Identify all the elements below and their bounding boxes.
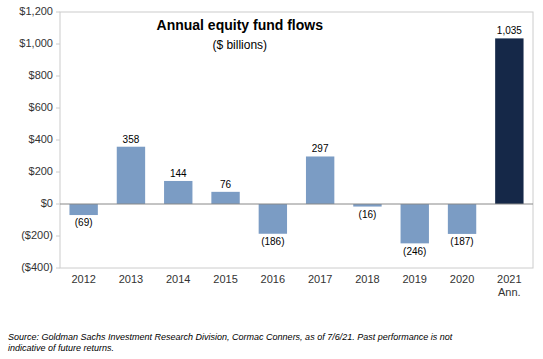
y-tick-label: $200 <box>29 165 53 177</box>
x-tick-label: 2013 <box>119 273 143 285</box>
background <box>0 0 543 359</box>
bar <box>69 204 97 215</box>
x-tick-label: 2012 <box>71 273 95 285</box>
x-tick-label: 2019 <box>403 273 427 285</box>
y-tick-label: $1,200 <box>19 5 53 17</box>
y-tick <box>56 236 60 237</box>
bar <box>306 156 334 204</box>
chart: ($400) ($200) $0 $200 $400 $600 $800 $1,000 $1,2… <box>0 0 543 359</box>
x-tick-label: 2015 <box>213 273 237 285</box>
y-tick <box>56 12 60 13</box>
x-tick-label: 2020 <box>450 273 474 285</box>
x-tick-label: 2021Ann. <box>497 273 521 298</box>
data-label: 1,035 <box>497 25 522 36</box>
data-label: 358 <box>123 134 140 145</box>
bar <box>495 38 523 204</box>
zero-line <box>60 204 533 205</box>
y-tick <box>56 172 60 173</box>
bar <box>164 181 192 204</box>
subtitle: ($ billions) <box>212 38 267 52</box>
bar <box>259 204 287 234</box>
y-tick-label: $1,000 <box>19 37 53 49</box>
data-label: (69) <box>75 217 93 228</box>
bar <box>401 204 429 243</box>
y-tick-label: ($400) <box>21 261 53 273</box>
data-label: 297 <box>312 143 329 154</box>
y-tick-label: $800 <box>29 69 53 81</box>
y-tick <box>56 204 60 205</box>
y-tick-label: ($200) <box>21 229 53 241</box>
bar <box>211 192 239 204</box>
data-label: 144 <box>170 168 187 179</box>
y-axis: ($400) ($200) $0 $200 $400 $600 $800 $1,000 $1,2… <box>19 5 60 273</box>
source-note: Source: Goldman Sachs Investment Researc… <box>8 332 453 353</box>
data-label: 76 <box>220 179 232 190</box>
y-tick-label: $400 <box>29 133 53 145</box>
y-tick <box>56 76 60 77</box>
data-label: (246) <box>403 246 426 257</box>
bars <box>69 38 523 243</box>
y-tick <box>56 268 60 269</box>
y-tick <box>56 108 60 109</box>
x-tick-label: 2018 <box>355 273 379 285</box>
y-tick-label: $600 <box>29 101 53 113</box>
data-label: (187) <box>450 236 473 247</box>
plot-frame <box>60 12 533 268</box>
bar <box>117 147 145 204</box>
data-labels: (69) 358 144 76 (186) 297 (16) (246) (187) 1,035 <box>75 25 523 256</box>
y-tick <box>56 140 60 141</box>
x-axis: 2012 2013 2014 2015 2016 2017 2018 2019 2020 2021… <box>71 273 521 298</box>
bar <box>448 204 476 234</box>
title: Annual equity fund flows <box>157 17 324 33</box>
x-tick-label: 2016 <box>261 273 285 285</box>
data-label: (16) <box>359 209 377 220</box>
data-label: (186) <box>261 236 284 247</box>
x-tick-label: 2014 <box>166 273 190 285</box>
y-tick-label: $0 <box>41 197 53 209</box>
x-tick-label: 2017 <box>308 273 332 285</box>
y-tick <box>56 44 60 45</box>
